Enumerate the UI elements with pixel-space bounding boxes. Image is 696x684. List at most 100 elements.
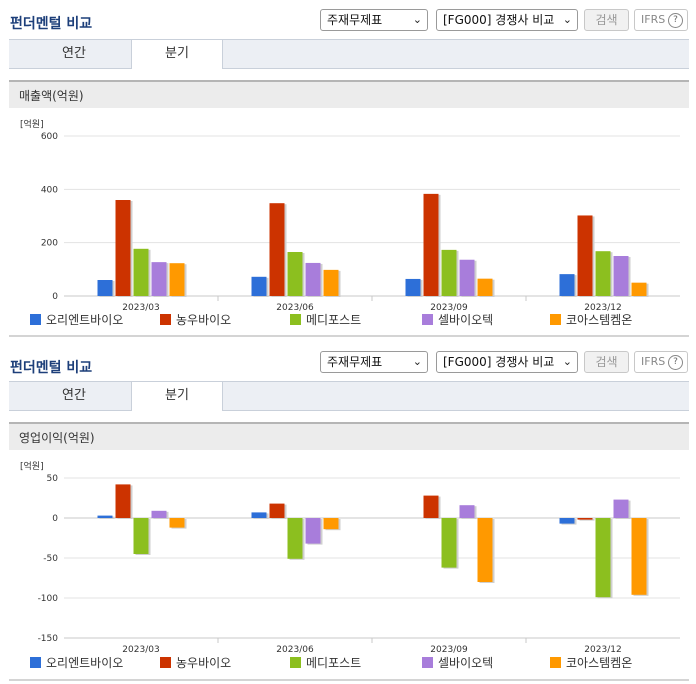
y-tick-label: -50: [43, 554, 58, 564]
bar-4: [305, 262, 321, 296]
bar-4: [151, 510, 167, 518]
legend-item[interactable]: 오리엔트바이오: [30, 312, 123, 328]
bar-4: [151, 262, 167, 296]
search-button[interactable]: 검색: [584, 9, 629, 31]
tab-annual[interactable]: 연간: [62, 388, 86, 403]
legend-item[interactable]: 오리엔트바이오: [30, 655, 123, 671]
chevron-down-icon: ⌄: [562, 355, 572, 368]
bar-2: [269, 203, 285, 296]
bar-4: [305, 518, 321, 544]
bar-1: [97, 515, 113, 518]
chevron-down-icon: ⌄: [562, 13, 572, 26]
statement-select-value: 주재무제표: [327, 13, 383, 27]
fundamental-panel-revenue: 펀더멘털 비교 주재무제표 ⌄ [FG000] 경쟁사 비교 ⌄ 검색 IFRS…: [0, 0, 696, 340]
bar-5: [477, 518, 493, 582]
competitor-select-value: [FG000] 경쟁사 비교: [443, 355, 555, 369]
y-tick-label: 600: [41, 132, 58, 142]
competitor-select[interactable]: [FG000] 경쟁사 비교 ⌄: [436, 351, 578, 373]
legend-label: 메디포스트: [306, 313, 362, 327]
legend-item[interactable]: 셀바이오텍: [422, 655, 493, 671]
bar-2: [423, 193, 439, 296]
legend-swatch: [290, 314, 301, 325]
legend-item[interactable]: 코아스템켐온: [550, 655, 632, 671]
legend-item[interactable]: 농우바이오: [160, 312, 231, 328]
chart-legend: 오리엔트바이오 농우바이오 메디포스트 셀바이오텍 코아스템켐온: [30, 312, 690, 328]
bar-5: [323, 518, 339, 530]
bar-3: [133, 518, 149, 554]
legend-label: 메디포스트: [306, 656, 362, 670]
statement-select-value: 주재무제표: [327, 355, 383, 369]
help-icon: ?: [668, 13, 683, 28]
operating-income-chart: -150 -100 -50 0 50 2023/03 2023/06 2023/09 2023/…: [38, 474, 680, 655]
competitor-select[interactable]: [FG000] 경쟁사 비교 ⌄: [436, 9, 578, 31]
x-tick-label: 2023/09: [430, 303, 468, 313]
section-header: 매출액(억원): [9, 80, 689, 108]
unit-label: [억원]: [20, 120, 44, 130]
legend-swatch: [290, 657, 301, 668]
bar-2: [577, 215, 593, 296]
fundamental-panel-operating-income: 펀더멘털 비교 주재무제표 ⌄ [FG000] 경쟁사 비교 ⌄ 검색 IFRS…: [0, 342, 696, 684]
tab-quarterly[interactable]: 분기: [131, 382, 223, 411]
bar-3: [595, 251, 611, 296]
bar-5: [631, 518, 647, 595]
statement-select[interactable]: 주재무제표 ⌄: [320, 351, 428, 373]
legend-label: 코아스템켐온: [566, 313, 633, 327]
bar-3: [441, 249, 457, 296]
bar-shadow: [579, 519, 595, 521]
statement-select[interactable]: 주재무제표 ⌄: [320, 9, 428, 31]
unit-label: [억원]: [20, 462, 44, 472]
bar-3: [287, 252, 303, 296]
legend-item[interactable]: 코아스템켐온: [550, 312, 632, 328]
legend-label: 오리엔트바이오: [46, 313, 124, 327]
bar-2: [423, 495, 439, 518]
legend-item[interactable]: 메디포스트: [290, 655, 361, 671]
y-tick-label: -100: [38, 594, 59, 604]
bar-4: [459, 259, 475, 296]
bar-1: [559, 518, 575, 524]
x-tick-label: 2023/12: [584, 645, 621, 655]
bar-4: [613, 256, 629, 296]
legend-swatch: [550, 657, 561, 668]
x-tick-label: 2023/03: [122, 645, 159, 655]
bar-2: [115, 200, 131, 296]
legend-swatch: [422, 314, 433, 325]
panel-title: 펀더멘털 비교: [10, 360, 93, 376]
legend-label: 농우바이오: [176, 313, 232, 327]
legend-item[interactable]: 메디포스트: [290, 312, 361, 328]
legend-label: 농우바이오: [176, 656, 232, 670]
bar-2: [577, 518, 593, 520]
bar-3: [441, 518, 457, 568]
legend-swatch: [160, 657, 171, 668]
legend-swatch: [160, 314, 171, 325]
panel-divider: [9, 679, 689, 681]
ifrs-label: IFRS: [641, 355, 666, 368]
ifrs-help-button[interactable]: IFRS ?: [634, 9, 688, 31]
revenue-chart: 0 200 400 600 2023/03 2023/06 2023/09 2023/12: [41, 132, 680, 313]
tab-annual[interactable]: 연간: [62, 46, 86, 61]
panel-title: 펀더멘털 비교: [10, 16, 93, 32]
bar-3: [133, 248, 149, 296]
y-tick-label: 0: [52, 514, 58, 524]
bar-5: [169, 518, 185, 528]
x-tick-label: 2023/06: [276, 303, 314, 313]
x-tick-label: 2023/03: [122, 303, 159, 313]
y-tick-label: -150: [38, 634, 59, 644]
bar-2: [115, 484, 131, 518]
ifrs-help-button[interactable]: IFRS ?: [634, 351, 688, 373]
help-icon: ?: [668, 355, 683, 370]
tab-quarterly[interactable]: 분기: [131, 40, 223, 69]
legend-item[interactable]: 농우바이오: [160, 655, 231, 671]
search-button[interactable]: 검색: [584, 351, 629, 373]
chevron-down-icon: ⌄: [412, 13, 422, 26]
bar-5: [169, 263, 185, 296]
x-tick-label: 2023/12: [584, 303, 621, 313]
y-tick-label: 50: [47, 474, 59, 484]
bar-1: [559, 274, 575, 296]
period-tabs: 연간 분기: [9, 381, 689, 411]
competitor-select-value: [FG000] 경쟁사 비교: [443, 13, 555, 27]
legend-item[interactable]: 셀바이오텍: [422, 312, 493, 328]
y-tick-label: 400: [41, 185, 58, 195]
legend-swatch: [550, 314, 561, 325]
bar-1: [251, 276, 267, 296]
legend-label: 셀바이오텍: [438, 313, 494, 327]
